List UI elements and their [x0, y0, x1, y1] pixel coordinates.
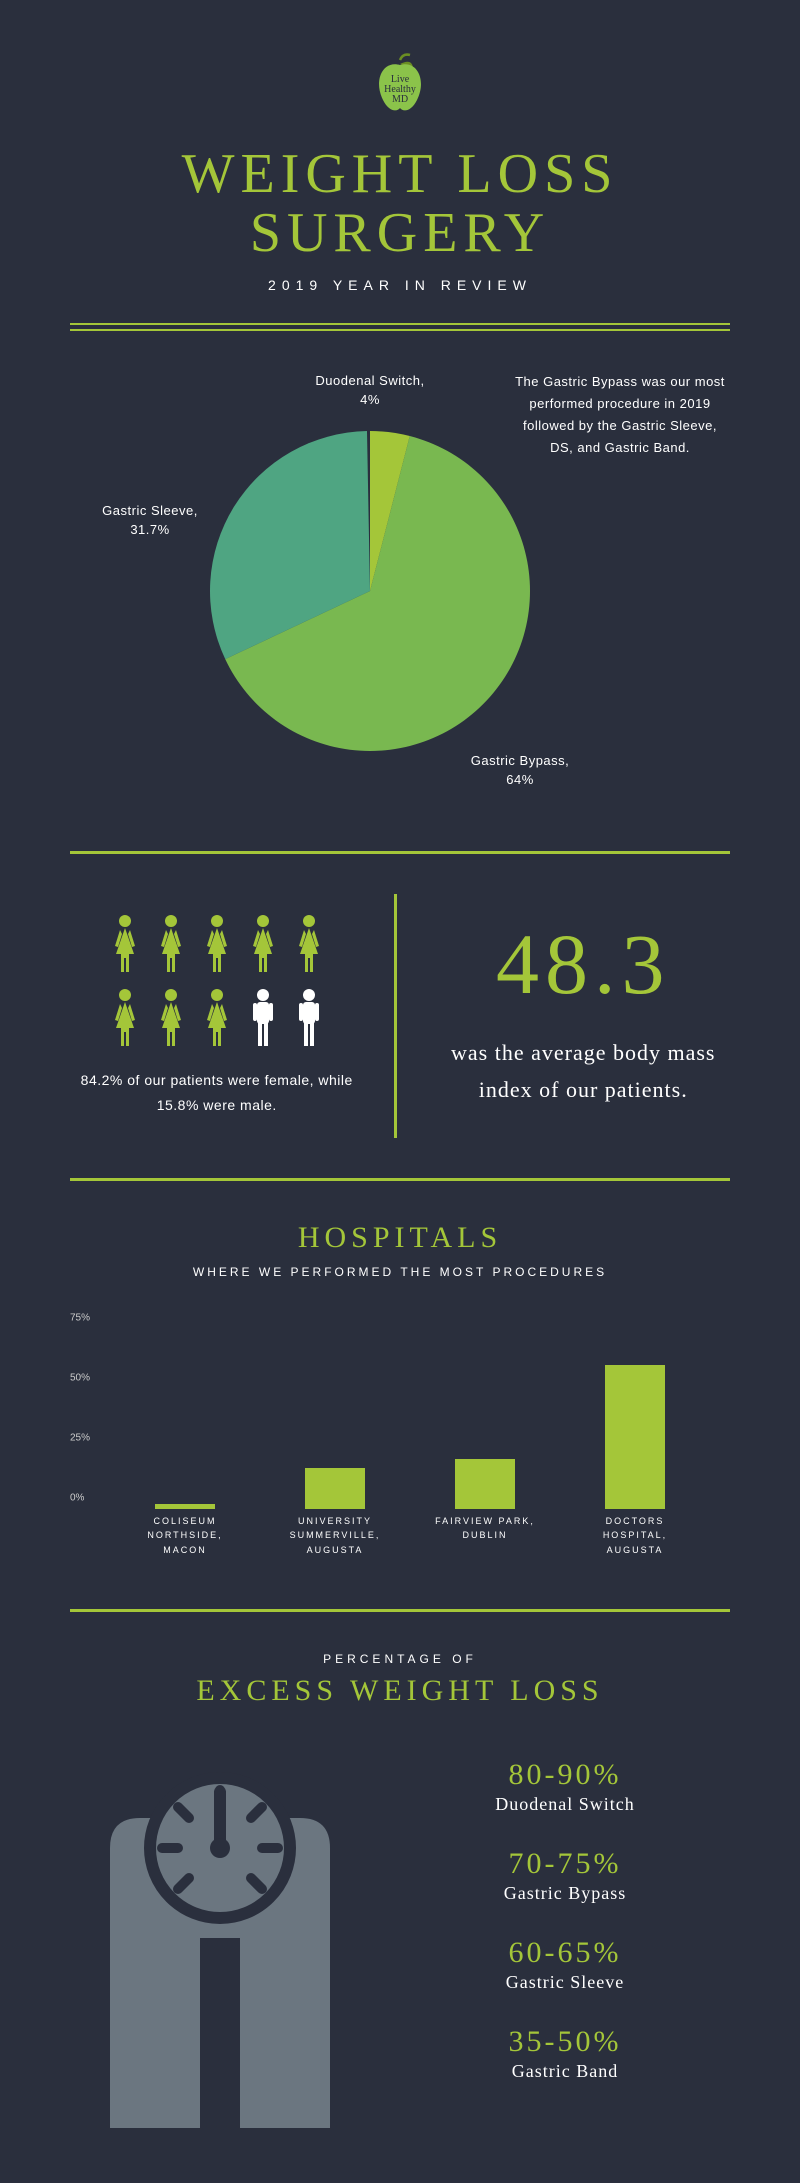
pie-slice-label: Duodenal Switch, 4%: [310, 371, 430, 410]
ewl-item: 80-90%Duodenal Switch: [400, 1758, 730, 1815]
bar-label: FAIRVIEW PARK, DUBLIN: [425, 1514, 545, 1569]
ewl-procedure-name: Gastric Band: [400, 2061, 730, 2082]
ewl-list: 80-90%Duodenal Switch 70-75%Gastric Bypas…: [400, 1728, 730, 2133]
ewl-percentage: 70-75%: [400, 1847, 730, 1881]
female-icon: [201, 988, 233, 1048]
female-icon: [201, 914, 233, 974]
pie-slice-label: Gastric Bypass, 64%: [460, 751, 580, 790]
female-icon: [293, 914, 325, 974]
ewl-procedure-name: Gastric Bypass: [400, 1883, 730, 1904]
bmi-caption: was the average body mass index of our p…: [437, 1034, 731, 1109]
page-title: WEIGHT LOSS SURGERY: [70, 145, 730, 263]
male-icon: [247, 988, 279, 1048]
procedures-pie-chart: [210, 431, 530, 751]
divider: [70, 323, 730, 331]
ewl-pretitle: PERCENTAGE OF: [70, 1652, 730, 1666]
scale-icon: [70, 1728, 370, 2128]
divider: [70, 1609, 730, 1612]
pie-slice-label: Gastric Sleeve, 31.7%: [90, 501, 210, 540]
divider: [70, 1178, 730, 1181]
bar: [605, 1365, 665, 1509]
hospitals-section: HOSPITALS WHERE WE PERFORMED THE MOST PR…: [70, 1221, 730, 1569]
female-icon: [109, 914, 141, 974]
bar: [455, 1459, 515, 1509]
scale-illustration: [70, 1728, 400, 2133]
ewl-procedure-name: Duodenal Switch: [400, 1794, 730, 1815]
apple-logo-icon: Live Healthy MD: [365, 50, 435, 120]
y-axis-tick: 25%: [70, 1432, 90, 1443]
ewl-percentage: 60-65%: [400, 1936, 730, 1970]
pie-section: Gastric Bypass, 64% Gastric Sleeve, 31.7%…: [70, 371, 730, 811]
female-icon: [155, 914, 187, 974]
divider: [70, 851, 730, 854]
male-icon: [293, 988, 325, 1048]
hospitals-subtitle: WHERE WE PERFORMED THE MOST PROCEDURES: [70, 1265, 730, 1279]
y-axis-tick: 75%: [70, 1312, 90, 1323]
y-axis-tick: 0%: [70, 1492, 84, 1503]
bar: [155, 1504, 215, 1509]
svg-text:MD: MD: [392, 94, 408, 105]
ewl-title: EXCESS WEIGHT LOSS: [70, 1674, 730, 1708]
ewl-item: 70-75%Gastric Bypass: [400, 1847, 730, 1904]
female-icon: [155, 988, 187, 1048]
bar-label: UNIVERSITY SUMMERVILLE, AUGUSTA: [275, 1514, 395, 1569]
bar-label: DOCTORS HOSPITAL, AUGUSTA: [575, 1514, 695, 1569]
ewl-section: PERCENTAGE OF EXCESS WEIGHT LOSS: [70, 1652, 730, 2133]
gender-caption: 84.2% of our patients were female, while…: [70, 1068, 364, 1118]
bar: [305, 1468, 365, 1509]
stats-row: 84.2% of our patients were female, while…: [70, 894, 730, 1138]
infographic: Live Healthy MD WEIGHT LOSS SURGERY 2019…: [0, 0, 800, 2183]
page-subtitle: 2019 YEAR IN REVIEW: [70, 277, 730, 293]
ewl-item: 60-65%Gastric Sleeve: [400, 1936, 730, 1993]
ewl-item: 35-50%Gastric Band: [400, 2025, 730, 2082]
female-icon: [247, 914, 279, 974]
bmi-stats: 48.3 was the average body mass index of …: [394, 894, 731, 1138]
y-axis-tick: 50%: [70, 1372, 90, 1383]
ewl-percentage: 80-90%: [400, 1758, 730, 1792]
gender-stats: 84.2% of our patients were female, while…: [70, 894, 394, 1138]
ewl-percentage: 35-50%: [400, 2025, 730, 2059]
ewl-procedure-name: Gastric Sleeve: [400, 1972, 730, 1993]
bmi-value: 48.3: [437, 914, 731, 1014]
hospitals-title: HOSPITALS: [70, 1221, 730, 1255]
female-icon: [109, 988, 141, 1048]
pie-description: The Gastric Bypass was our most performe…: [510, 371, 730, 459]
hospitals-bar-chart: 0%25%50%75% COLISEUM NORTHSIDE, MACONUNI…: [110, 1309, 710, 1569]
bar-label: COLISEUM NORTHSIDE, MACON: [125, 1514, 245, 1569]
logo-wrap: Live Healthy MD: [70, 50, 730, 125]
